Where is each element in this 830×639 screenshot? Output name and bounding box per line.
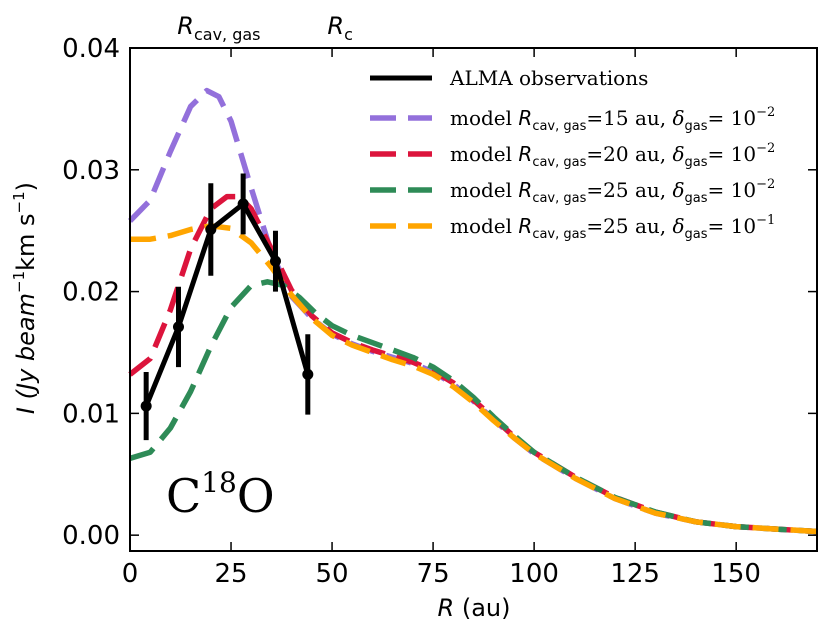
y-axis-title-sup2: −1 [10, 191, 28, 213]
y-tick-label-4: 0.04 [62, 34, 120, 64]
x-tick-label-50: 50 [316, 559, 349, 589]
observation-point-0 [140, 400, 152, 412]
observation-point-1 [172, 321, 184, 333]
top-marker-rcav-sub: cav, gas [194, 25, 261, 44]
top-marker-rc-sub: c [344, 25, 353, 44]
y-axis-title: I (Jy beam−1km s−1) [10, 182, 40, 414]
axis-ticks: 0 25 50 75 100 125 150 0.00 0.01 0.02 0.03 0.04 [62, 34, 817, 589]
y-tick-label-0: 0.00 [62, 521, 120, 551]
y-tick-label-2: 0.02 [62, 278, 120, 308]
legend-label-model-0: model Rcav, gas=15 au, δgas= 10−2 [450, 105, 775, 134]
model-series-group [128, 87, 818, 535]
molecule-base: C [166, 469, 201, 523]
y-tick-label-3: 0.03 [62, 156, 120, 186]
observation-point-3 [237, 198, 249, 210]
y-tick-label-1: 0.01 [62, 399, 120, 429]
x-tick-label-75: 75 [417, 559, 450, 589]
legend: ALMA observations model Rcav, gas=15 au,… [370, 66, 775, 242]
top-marker-rcav-main: R [177, 12, 194, 40]
legend-label-model-3: model Rcav, gas=25 au, δgas= 10−1 [450, 213, 775, 242]
x-tick-label-25: 25 [214, 559, 247, 589]
x-tick-label-100: 100 [509, 559, 559, 589]
legend-label-observations: ALMA observations [449, 66, 648, 90]
x-tick-label-0: 0 [122, 559, 139, 589]
y-axis-title-prefix: I (Jy beam [12, 293, 40, 414]
molecule-label: C18O [166, 466, 275, 523]
y-axis-title-mid: km s [12, 213, 40, 270]
y-axis-title-suffix: ) [12, 182, 40, 191]
top-marker-rc-main: R [327, 12, 344, 40]
plot-frame [129, 47, 818, 552]
molecule-rest: O [237, 469, 275, 523]
x-axis-title-unit: (au) [454, 594, 510, 622]
observations-line [143, 201, 311, 408]
observation-point-4 [269, 255, 281, 267]
legend-label-model-1: model Rcav, gas=20 au, δgas= 10−2 [450, 141, 775, 170]
legend-label-model-2: model Rcav, gas=25 au, δgas= 10−2 [450, 177, 775, 206]
x-axis-title-var: R [438, 594, 455, 622]
x-tick-label-150: 150 [711, 559, 761, 589]
observation-point-5 [302, 368, 314, 380]
y-axis-title-sup1: −1 [10, 271, 28, 293]
observation-point-2 [205, 223, 217, 235]
x-axis-title: R (au) [438, 594, 511, 622]
molecule-isotope: 18 [201, 466, 237, 499]
observations-group [140, 173, 314, 441]
x-tick-label-125: 125 [610, 559, 660, 589]
top-marker-rc: Rc [327, 12, 352, 44]
model-series-line-3 [130, 223, 818, 535]
top-marker-rcav-gas: Rcav, gas [177, 12, 260, 44]
